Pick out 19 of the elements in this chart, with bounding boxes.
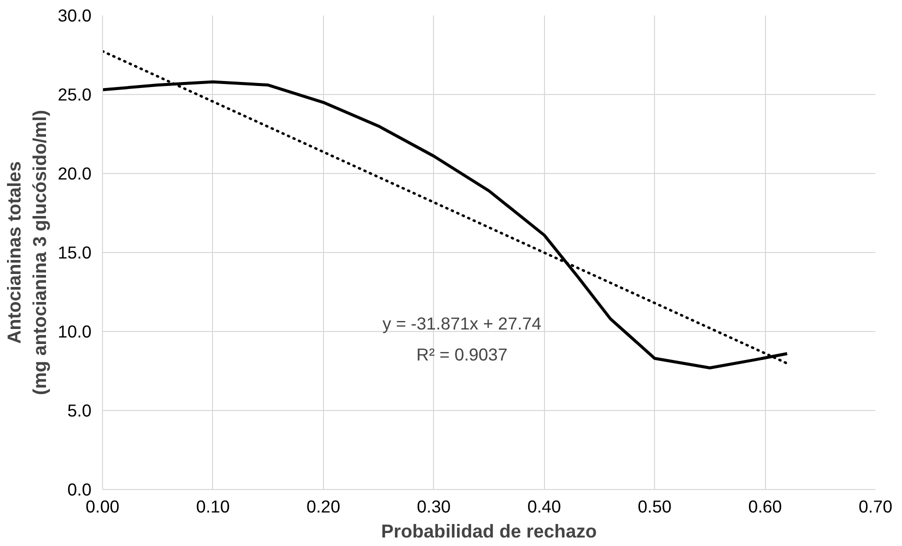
annotation: R² = 0.9037 xyxy=(416,344,508,364)
x-axis-title: Probabilidad de rechazo xyxy=(381,520,597,542)
x-tick-label: 0.20 xyxy=(306,496,340,516)
y-axis-title: Antocianinas totales (mg antocianina 3 glucósido/ml) xyxy=(4,110,50,396)
y-tick-label: 0.0 xyxy=(67,480,92,500)
x-tick-label: 0.10 xyxy=(196,496,230,516)
x-tick-label: 0.00 xyxy=(86,496,120,516)
x-tick-label: 0.70 xyxy=(858,496,892,516)
x-tick-label: 0.60 xyxy=(748,496,782,516)
y-tick-label: 5.0 xyxy=(67,400,92,420)
y-tick-label: 10.0 xyxy=(58,322,92,342)
x-tick-label: 0.50 xyxy=(638,496,672,516)
y-tick-label: 20.0 xyxy=(58,164,92,184)
y-tick-label: 30.0 xyxy=(58,6,92,26)
annotation: y = -31.871x + 27.74 xyxy=(382,314,542,334)
x-tick-label: 0.40 xyxy=(527,496,562,516)
y-tick-label: 15.0 xyxy=(58,242,92,262)
y-tick-label: 25.0 xyxy=(58,84,92,104)
x-tick-label: 0.30 xyxy=(416,496,451,516)
